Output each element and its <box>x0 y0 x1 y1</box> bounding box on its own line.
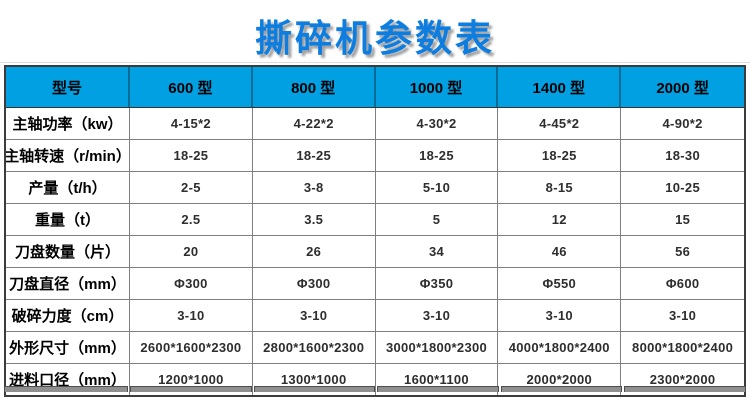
value-cell: 18-25 <box>498 140 622 171</box>
value-cell: 12 <box>498 204 622 235</box>
table-row: 刀盘数量（片） 20 26 34 46 56 <box>6 235 744 267</box>
value-cell: 8000*1800*2400 <box>632 340 734 355</box>
value-cell: 2600*1600*2300 <box>130 332 253 363</box>
row-label: 主轴转速（r/min） <box>6 140 130 171</box>
table-row: 主轴转速（r/min） 18-25 18-25 18-25 18-25 18-30 <box>6 139 744 171</box>
value-cell: 5-10 <box>376 172 499 203</box>
strip-segment <box>624 386 746 392</box>
table-row: 刀盘直径（mm） Φ300 Φ300 Φ350 Φ550 Φ600 <box>6 267 744 299</box>
strip-segment <box>130 386 252 392</box>
table-row: 破碎力度（cm） 3-10 3-10 3-10 3-10 3-10 <box>6 299 744 331</box>
table-row: 外形尺寸（mm） 2600*1600*2300 2800*1600*2300 3000… <box>6 331 744 363</box>
value-cell: 3-10 <box>668 308 697 323</box>
value-cell: 4-45*2 <box>498 108 622 139</box>
value-cell: 2300*2000 <box>649 372 716 387</box>
header-cell-model: 型号 <box>6 67 130 107</box>
value-cell: 18-25 <box>253 140 376 171</box>
next-section-strip <box>4 386 746 392</box>
value-cell: 4-30*2 <box>376 108 499 139</box>
value-cell: 4000*1800*2400 <box>498 332 622 363</box>
page-title: 撕碎机参数表 <box>255 18 495 59</box>
row-label: 主轴功率（kw） <box>6 108 130 139</box>
row-label: 外形尺寸（mm） <box>6 332 130 363</box>
value-cell: 8-15 <box>498 172 622 203</box>
row-label: 刀盘直径（mm） <box>6 268 130 299</box>
table-header-row: 型号 600 型 800 型 1000 型 1400 型 2000 型 <box>6 67 744 108</box>
value-cell: 3-10 <box>253 300 376 331</box>
value-cell: 3.5 <box>253 204 376 235</box>
value-cell: 2000*2000 <box>498 364 622 395</box>
value-cell: 4-22*2 <box>253 108 376 139</box>
value-cell: 46 <box>498 236 622 267</box>
spec-table: 型号 600 型 800 型 1000 型 1400 型 2000 型主轴功率（kw） 4-… <box>4 65 746 397</box>
value-cell: Φ550 <box>498 268 622 299</box>
value-cell: 20 <box>130 236 253 267</box>
row-label: 破碎力度（cm） <box>6 300 130 331</box>
value-cell: Φ300 <box>130 268 253 299</box>
row-label: 进料口径（mm） <box>6 364 130 395</box>
value-cell: 18-25 <box>376 140 499 171</box>
value-cell: 3-8 <box>253 172 376 203</box>
value-cell: 2800*1600*2300 <box>253 332 376 363</box>
value-cell: 3000*1800*2300 <box>376 332 499 363</box>
value-cell: 1600*1100 <box>376 364 499 395</box>
value-cell: 3-10 <box>376 300 499 331</box>
value-cell: 1300*1000 <box>253 364 376 395</box>
row-label: 刀盘数量（片） <box>6 236 130 267</box>
value-cell: 34 <box>376 236 499 267</box>
header-cell: 1400 型 <box>498 67 622 107</box>
value-cell: Φ600 <box>665 276 700 291</box>
value-cell: 2-5 <box>130 172 253 203</box>
row-label: 重量（t） <box>6 204 130 235</box>
table-row: 主轴功率（kw） 4-15*2 4-22*2 4-30*2 4-45*2 4-90*2 <box>6 108 744 139</box>
value-cell: 4-15*2 <box>130 108 253 139</box>
value-cell: Φ300 <box>253 268 376 299</box>
value-cell: 18-30 <box>665 148 700 163</box>
header-cell: 600 型 <box>130 67 253 107</box>
header-cell: 800 型 <box>252 67 376 107</box>
table-row: 重量（t） 2.5 3.5 5 12 15 <box>6 203 744 235</box>
value-cell: 56 <box>675 244 691 259</box>
value-cell: 4-90*2 <box>662 116 703 131</box>
title-divider-line <box>0 62 750 63</box>
value-cell: 3-10 <box>130 300 253 331</box>
value-cell: 3-10 <box>498 300 622 331</box>
row-label: 产量（t/h） <box>6 172 130 203</box>
value-cell: 1200*1000 <box>130 364 253 395</box>
value-cell: 15 <box>675 212 691 227</box>
strip-segment <box>4 386 128 392</box>
value-cell: Φ350 <box>376 268 499 299</box>
strip-segment <box>500 386 623 392</box>
value-cell: 2.5 <box>130 204 253 235</box>
value-cell: 18-25 <box>130 140 253 171</box>
header-cell: 2000 型 <box>621 67 744 107</box>
header-cell: 1000 型 <box>375 67 499 107</box>
table-row: 进料口径（mm） 1200*1000 1300*1000 1600*1100 2000*… <box>6 363 744 395</box>
strip-segment <box>253 386 376 392</box>
value-cell: 5 <box>376 204 499 235</box>
value-cell: 26 <box>253 236 376 267</box>
strip-segment <box>377 386 499 392</box>
value-cell: 10-25 <box>665 180 700 195</box>
table-row: 产量（t/h） 2-5 3-8 5-10 8-15 10-25 <box>6 171 744 203</box>
